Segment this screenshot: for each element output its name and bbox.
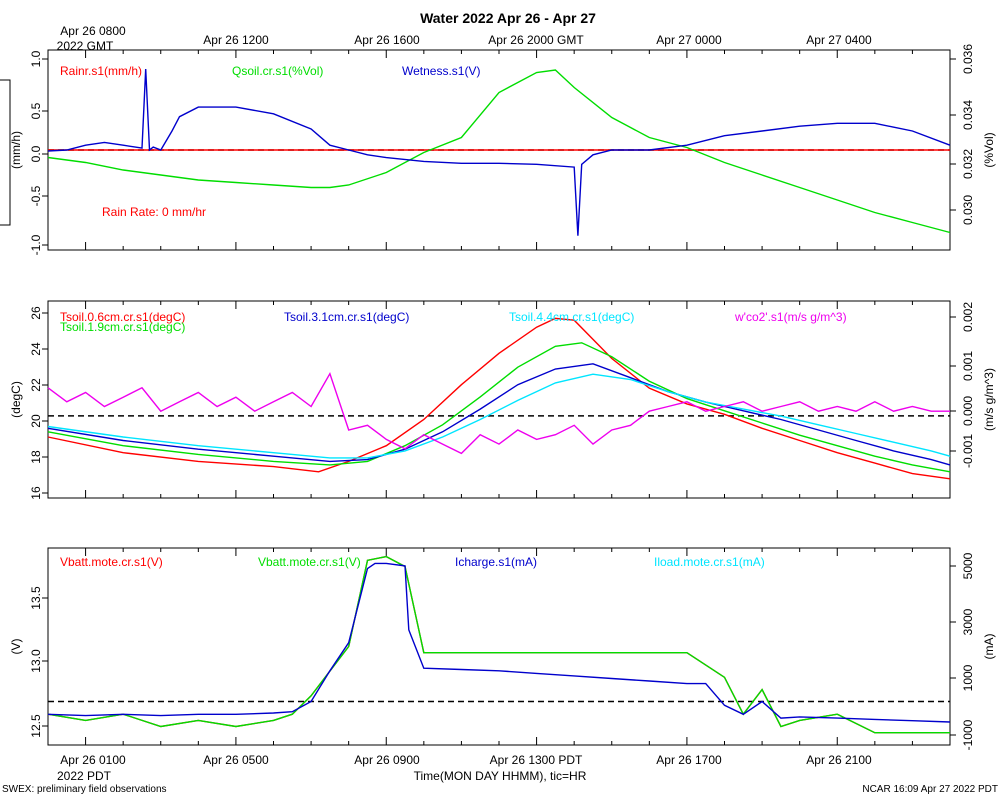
- bottom-axis-label: Apr 26 1300 PDT: [490, 753, 583, 767]
- left-y-tick-label: 13.0: [29, 649, 43, 673]
- top-axis-label: Apr 26 1200: [203, 33, 269, 47]
- series-line: [47, 363, 951, 466]
- right-axis-title: (mA): [982, 634, 996, 660]
- left-y-tick-label: 0.5: [29, 102, 43, 119]
- left-axis-title: (mm/h): [9, 131, 23, 169]
- left-axis-title: (V): [9, 639, 23, 655]
- left-y-tick-label: 18: [29, 450, 43, 464]
- right-y-tick-label: 0.000: [961, 396, 975, 426]
- bottom-axis-label: Apr 26 0900: [354, 753, 420, 767]
- bottom-axis-label: Apr 26 0100: [60, 753, 126, 767]
- right-y-tick-label: 5000: [961, 552, 975, 579]
- left-y-tick-label: 26: [29, 306, 43, 320]
- right-y-tick-label: 0.032: [961, 149, 975, 179]
- series-line: [47, 555, 950, 734]
- top-axis-label: Apr 27 0000: [656, 33, 722, 47]
- legend-label: Tsoil.1.9cm.cr.s1(degC): [60, 320, 185, 334]
- right-y-tick-label: 0.002: [961, 302, 975, 332]
- bottom-axis-label: Apr 26 0500: [203, 753, 269, 767]
- legend-label: Vbatt.mote.cr.s1(V): [258, 555, 361, 569]
- left-y-tick-label: 16: [29, 486, 43, 500]
- series-line: [47, 317, 951, 480]
- bottom-axis-label: Apr 26 1700: [656, 753, 722, 767]
- legend-label: Vbatt.mote.cr.s1(V): [60, 555, 163, 569]
- top-axis-label: Apr 26 0800: [60, 24, 126, 38]
- series-line: [47, 555, 950, 734]
- legend-label: Icharge.s1(mA): [455, 555, 537, 569]
- legend-label: Iload.mote.cr.s1(mA): [654, 555, 765, 569]
- rain-rate-annotation: Rain Rate: 0 mm/hr: [102, 205, 206, 219]
- footer-left-note: SWEX: preliminary field observations: [2, 784, 167, 795]
- left-y-tick-label: 20: [29, 414, 43, 428]
- left-y-tick-label: 13.5: [29, 586, 43, 610]
- right-axis-title: (m/s g/m^3): [982, 368, 996, 431]
- series-line: [47, 562, 951, 723]
- legend-label: Qsoil.cr.s1(%Vol): [232, 64, 323, 78]
- left-y-tick-label: 12.5: [29, 714, 43, 738]
- left-y-tick-label: 0.0: [29, 145, 43, 162]
- legend-label: Rainr.s1(mm/h): [60, 64, 142, 78]
- footer-right-note: NCAR 16:09 Apr 27 2022 PDT: [862, 784, 998, 795]
- legend-label: w'co2'.s1(m/s g/m^3): [734, 310, 847, 324]
- chart-title: Water 2022 Apr 26 - Apr 27: [420, 10, 596, 26]
- right-y-tick-label: 0.001: [961, 351, 975, 381]
- left-y-tick-label: 1.0: [29, 50, 43, 67]
- legend-label: Wetness.s1(V): [402, 64, 480, 78]
- right-axis-title: (%Vol): [982, 132, 996, 167]
- right-y-tick-label: 1000: [961, 664, 975, 691]
- right-y-tick-label: -0.001: [961, 434, 975, 468]
- right-y-tick-label: 0.030: [961, 195, 975, 225]
- left-y-tick-label: -1.0: [29, 234, 43, 255]
- x-axis-title: Time(MON DAY HHMM), tic=HR: [414, 769, 587, 783]
- right-y-tick-label: 0.036: [961, 44, 975, 74]
- series-line: [47, 342, 951, 473]
- top-axis-label: Apr 26 2000 GMT: [488, 33, 584, 47]
- bottom-axis-label: Apr 26 2100: [806, 753, 872, 767]
- series-line: [47, 373, 951, 459]
- legend-label: Tsoil.3.1cm.cr.s1(degC): [284, 310, 409, 324]
- right-y-tick-label: -1000: [961, 719, 975, 750]
- series-line: [47, 69, 951, 234]
- series-line: [47, 68, 951, 236]
- bottom-axis-label: 2022 PDT: [57, 769, 112, 783]
- right-y-tick-label: 0.034: [961, 100, 975, 130]
- series-line: [47, 371, 950, 455]
- left-y-tick-label: -0.5: [29, 185, 43, 206]
- right-y-tick-label: 3000: [961, 608, 975, 635]
- legend-label: Tsoil.0.6cm.cr.s1(degC): [60, 310, 185, 324]
- top-axis-label: Apr 27 0400: [806, 33, 872, 47]
- top-axis-label: Apr 26 1600: [354, 33, 420, 47]
- left-y-tick-label: 22: [29, 378, 43, 392]
- legend-label: Tsoil.4.4cm.cr.s1(degC): [509, 310, 634, 324]
- left-axis-title: (degC): [9, 381, 23, 418]
- left-y-tick-label: 24: [29, 342, 43, 356]
- left-bracket-mark: [0, 79, 11, 226]
